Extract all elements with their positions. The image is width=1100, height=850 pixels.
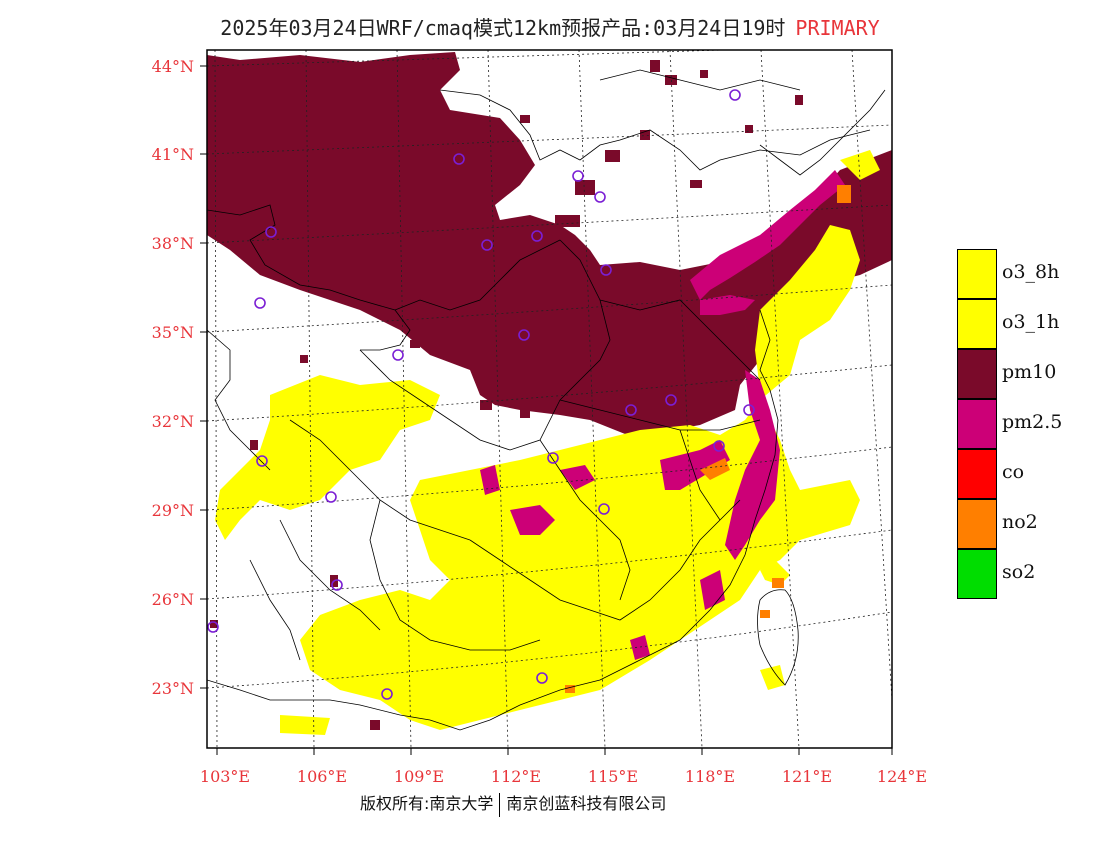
- legend-label: pm2.5: [1002, 411, 1063, 433]
- lon-label: 124°E: [877, 767, 927, 786]
- primary-tag: PRIMARY: [795, 16, 880, 40]
- legend-swatch: [957, 399, 997, 449]
- tick-marks: [200, 65, 893, 755]
- legend-label: o3_1h: [1002, 311, 1060, 333]
- copyright-right: 南京创蓝科技有限公司: [506, 794, 667, 813]
- province-boundaries: [207, 69, 886, 731]
- lat-label: 29°N: [152, 501, 194, 520]
- lon-label: 106°E: [297, 767, 347, 786]
- legend-label: no2: [1002, 511, 1038, 533]
- lon-label: 103°E: [200, 767, 250, 786]
- lat-label: 41°N: [152, 145, 194, 164]
- lat-label: 26°N: [152, 590, 194, 609]
- legend-label: so2: [1002, 561, 1036, 583]
- pm10-region: [207, 52, 892, 440]
- legend-swatch: [957, 499, 997, 549]
- map-area: [207, 50, 892, 748]
- latitude-labels: 44°N 41°N 38°N 35°N 32°N 29°N 26°N 23°N: [152, 57, 194, 698]
- legend-label: pm10: [1002, 361, 1057, 383]
- lon-label: 115°E: [588, 767, 638, 786]
- lat-label: 23°N: [152, 679, 194, 698]
- lon-label: 118°E: [685, 767, 735, 786]
- title-text: 2025年03月24日WRF/cmaq模式12km预报产品:03月24日19时: [220, 16, 786, 40]
- legend-label: co: [1002, 461, 1025, 483]
- legend-swatch: [957, 249, 997, 299]
- lat-label: 35°N: [152, 323, 194, 342]
- lon-label: 109°E: [394, 767, 444, 786]
- legend-swatch: [957, 299, 997, 349]
- lat-label: 38°N: [152, 234, 194, 253]
- map-frame: [206, 49, 893, 749]
- copyright-left: 版权所有:南京大学: [360, 794, 494, 813]
- lon-label: 112°E: [491, 767, 541, 786]
- legend-swatch: [957, 449, 997, 499]
- copyright-divider: [499, 792, 501, 817]
- longitude-labels: 103°E 106°E 109°E 112°E 115°E 118°E 121°…: [200, 767, 927, 786]
- pm25-regions: [480, 170, 845, 660]
- lat-label: 44°N: [152, 57, 194, 76]
- site-markers: [207, 89, 755, 700]
- copyright-notice: 版权所有:南京大学 南京创蓝科技有限公司: [360, 790, 666, 817]
- legend-swatch: [957, 549, 997, 599]
- lon-label: 121°E: [782, 767, 832, 786]
- map-title: 2025年03月24日WRF/cmaq模式12km预报产品:03月24日19时 P…: [0, 12, 1100, 41]
- legend-label: o3_8h: [1002, 261, 1060, 283]
- legend-swatch: [957, 349, 997, 399]
- lat-label: 32°N: [152, 412, 194, 431]
- no2-regions: [565, 185, 851, 693]
- graticule: [207, 50, 892, 748]
